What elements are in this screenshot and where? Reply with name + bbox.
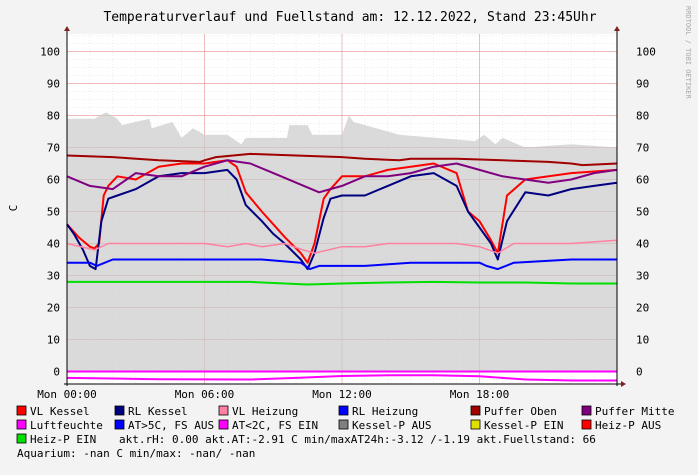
- y-tick-label-left: 70: [47, 142, 60, 155]
- y-tick-label-left: 80: [47, 110, 60, 123]
- legend-swatch: [16, 405, 27, 416]
- y-tick-label-left: 60: [47, 174, 60, 187]
- area-layer: [67, 112, 617, 372]
- legend-label: VL Kessel: [30, 405, 90, 418]
- legend-label: Kessel-P AUS: [352, 419, 431, 432]
- series-line-2: [66, 239, 618, 254]
- series-line-0: [66, 159, 618, 264]
- legend-label: Puffer Mitte: [595, 405, 674, 418]
- chart-watermark: RRDTOOL / TOBI OETIKER: [684, 6, 692, 100]
- y-tick-label-left: 10: [47, 334, 60, 347]
- legend-label: VL Heizung: [232, 405, 298, 418]
- y-tick-label-right: 50: [636, 206, 649, 219]
- x-tick-label: Mon 18:00: [450, 388, 510, 401]
- legend-swatch: [16, 433, 27, 444]
- legend-label: AT>5C, FS AUS: [128, 419, 214, 432]
- y-tick-label-left: 0: [53, 366, 60, 379]
- y-tick-label-left: 40: [47, 238, 60, 251]
- y-tick-label-right: 40: [636, 238, 649, 251]
- legend-label: RL Heizung: [352, 405, 418, 418]
- y-tick-label-left: 20: [47, 302, 60, 315]
- y-axis-arrow-left: [64, 26, 70, 31]
- legend-swatch: [114, 419, 125, 430]
- series-line-5: [66, 159, 618, 194]
- legend-swatch: [470, 405, 481, 416]
- axis-layer: 0 0 10 10 20 20 30 30 40 40 50 50 60 60 70 70 80 80 90 90 10…: [37, 26, 656, 401]
- y-tick-label-right: 10: [636, 334, 649, 347]
- legend-swatch: [470, 419, 481, 430]
- chart-title: Temperaturverlauf und Fuellstand am: 12.…: [103, 10, 596, 25]
- legend-swatch: [16, 419, 27, 430]
- y-tick-label-right: 20: [636, 302, 649, 315]
- y-tick-label-right: 60: [636, 174, 649, 187]
- y-tick-label-left: 50: [47, 206, 60, 219]
- series-line-1: [66, 168, 618, 271]
- legend-swatch: [581, 405, 592, 416]
- legend-swatch: [218, 405, 229, 416]
- legend-swatch: [114, 405, 125, 416]
- x-axis-arrow: [621, 381, 626, 387]
- series-line-7: [66, 374, 617, 382]
- series-line-3: [67, 258, 617, 271]
- legend-label: RL Kessel: [128, 405, 188, 418]
- y-tick-label-right: 0: [636, 366, 643, 379]
- y-tick-label-left: 90: [47, 78, 60, 91]
- y-tick-label-left: 100: [40, 46, 60, 59]
- legend-label: Puffer Oben: [484, 405, 557, 418]
- y-tick-label-right: 90: [636, 78, 649, 91]
- status-line-current: akt.rH: 0.00 akt.AT:-2.91 C min/maxAT24h…: [119, 433, 596, 446]
- series-line-4: [66, 152, 618, 167]
- legend-label: Heiz-P EIN: [30, 433, 96, 446]
- legend-label: Kessel-P EIN: [484, 419, 563, 432]
- legend: VL Kessel RL Kessel VL Heizung RL Heizung Pu…: [16, 405, 674, 460]
- status-line-aquarium: Aquarium: -nan C min/max: -nan/ -nan: [17, 447, 255, 460]
- y-axis-arrow-right: [614, 26, 620, 31]
- y-tick-label-right: 70: [636, 142, 649, 155]
- legend-label: Heiz-P AUS: [595, 419, 661, 432]
- legend-swatch: [338, 419, 349, 430]
- x-tick-label: Mon 06:00: [175, 388, 235, 401]
- fill-level-area: [67, 112, 617, 372]
- legend-swatch: [581, 419, 592, 430]
- y-tick-label-left: 30: [47, 270, 60, 283]
- y-tick-label-right: 30: [636, 270, 649, 283]
- x-tick-label: Mon 00:00: [37, 388, 97, 401]
- legend-label: AT<2C, FS EIN: [232, 419, 318, 432]
- y-tick-label-right: 80: [636, 110, 649, 123]
- x-tick-label: Mon 12:00: [312, 388, 372, 401]
- legend-swatch: [338, 405, 349, 416]
- legend-swatch: [218, 419, 229, 430]
- series-layer: [66, 152, 618, 382]
- y-axis-label: C: [7, 205, 20, 212]
- y-tick-label-right: 100: [636, 46, 656, 59]
- legend-label: Luftfeuchte: [30, 419, 103, 432]
- series-line-8: [67, 280, 617, 286]
